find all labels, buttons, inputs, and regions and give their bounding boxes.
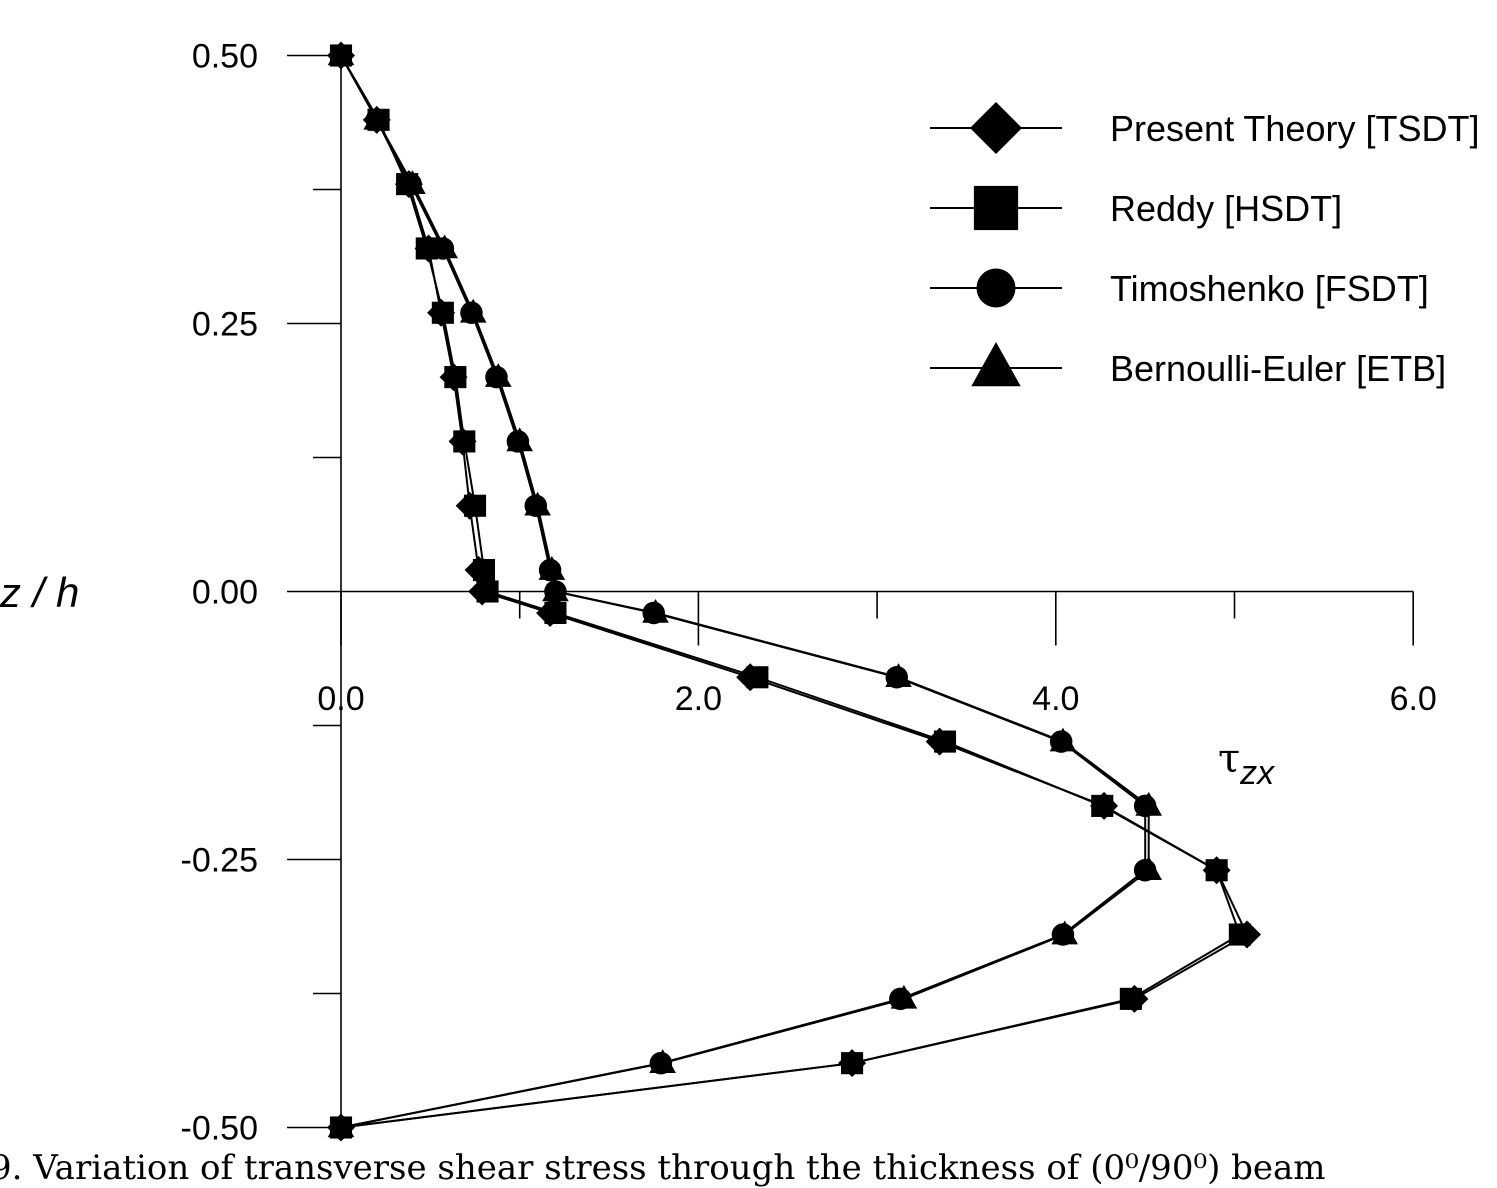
legend-marker bbox=[973, 185, 1019, 231]
data-point bbox=[524, 491, 551, 516]
data-point bbox=[1119, 987, 1142, 1010]
legend-label: Timoshenko [FSDT] bbox=[1110, 268, 1429, 309]
x-axis-label: τzx bbox=[1218, 736, 1275, 792]
data-point bbox=[1228, 923, 1251, 946]
data-point bbox=[1049, 727, 1077, 752]
y-tick-label: 0.00 bbox=[192, 574, 258, 612]
y-tick-label: 0.25 bbox=[192, 306, 258, 344]
y-tick-label: -0.25 bbox=[181, 842, 259, 880]
data-point bbox=[746, 666, 769, 689]
data-point bbox=[484, 363, 512, 387]
data-point bbox=[431, 301, 454, 324]
data-point bbox=[415, 237, 438, 260]
legend-item: Present Theory [TSDT] bbox=[930, 102, 1479, 154]
series-triangle bbox=[327, 41, 1163, 1138]
data-point bbox=[453, 430, 476, 453]
data-point bbox=[841, 1052, 864, 1075]
legend-marker bbox=[970, 102, 1022, 154]
data-point bbox=[542, 577, 569, 602]
legend-marker bbox=[976, 268, 1016, 308]
y-tick-label: -0.50 bbox=[181, 1110, 259, 1148]
legend-marker bbox=[971, 342, 1021, 387]
legend-item: Bernoulli-Euler [ETB] bbox=[930, 342, 1446, 389]
data-point bbox=[885, 663, 912, 688]
data-point bbox=[476, 580, 499, 603]
plot-area bbox=[327, 41, 1262, 1142]
data-point bbox=[1051, 920, 1079, 945]
data-point bbox=[431, 234, 458, 259]
data-point bbox=[399, 170, 426, 194]
data-point bbox=[1135, 856, 1163, 881]
data-point bbox=[327, 41, 355, 66]
x-tick-label: 0.0 bbox=[317, 680, 364, 718]
legend-item: Timoshenko [FSDT] bbox=[930, 268, 1429, 309]
y-tick-label: 0.50 bbox=[192, 38, 258, 76]
data-point bbox=[649, 1049, 676, 1073]
data-point bbox=[1091, 794, 1114, 817]
data-point bbox=[363, 105, 391, 130]
data-point bbox=[459, 298, 487, 323]
axes: 0.50 0.25 0.00 -0.25 -0.50 0.0 2.0 4.0 6.0 bbox=[181, 38, 1437, 1148]
data-point bbox=[1205, 859, 1228, 882]
x-tick-label: 2.0 bbox=[675, 680, 722, 718]
data-point bbox=[463, 494, 487, 517]
y-axis-label: z / h bbox=[0, 569, 79, 616]
data-point bbox=[538, 556, 566, 580]
x-tick-label: 6.0 bbox=[1390, 680, 1437, 718]
data-point bbox=[472, 559, 496, 582]
data-point bbox=[444, 366, 467, 389]
x-tick-label: 4.0 bbox=[1032, 680, 1079, 718]
legend: Present Theory [TSDT] Reddy [HSDT] Timoshe… bbox=[930, 102, 1479, 389]
data-point bbox=[506, 427, 533, 452]
legend-item: Reddy [HSDT] bbox=[930, 185, 1342, 231]
data-point bbox=[933, 730, 957, 753]
figure-caption: 9. Variation of transverse shear stress … bbox=[0, 1148, 1326, 1188]
data-point bbox=[1135, 791, 1163, 816]
legend-label: Reddy [HSDT] bbox=[1110, 188, 1342, 229]
legend-label: Bernoulli-Euler [ETB] bbox=[1110, 348, 1446, 389]
data-point bbox=[642, 598, 669, 623]
data-point bbox=[544, 601, 567, 624]
legend-label: Present Theory [TSDT] bbox=[1110, 108, 1479, 149]
data-point bbox=[890, 984, 918, 1009]
data-point bbox=[327, 1113, 355, 1138]
